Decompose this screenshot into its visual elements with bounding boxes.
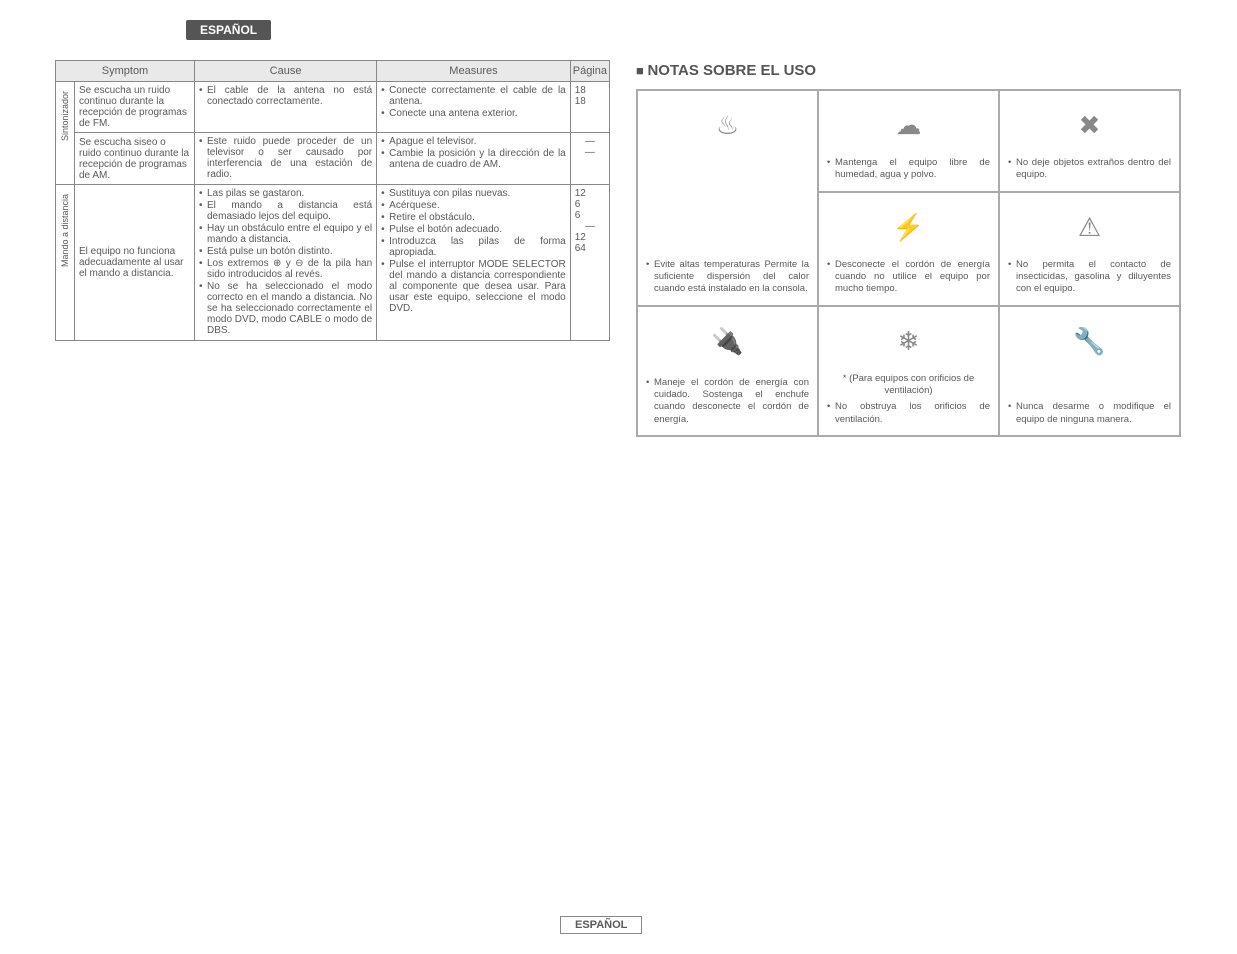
table-header-row: Symptom Cause Measures Página [56,61,610,82]
cause-cell: El cable de la antena no está conectado … [195,82,377,133]
spray-icon: ⚠ [1008,201,1171,255]
note-chemicals: ⚠ No permita el contacto de insecticidas… [999,192,1180,306]
measure-cell: Sustituya con pilas nuevas.Acérquese.Ret… [377,185,571,341]
note-pretext: * (Para equipos con orificios de ventila… [827,373,990,398]
measure-item: Pulse el interruptor MODE SELECTOR del m… [381,259,566,314]
cause-item: Las pilas se gastaron. [199,188,372,199]
col-cause: Cause [195,61,377,82]
measure-item: Conecte correctamente el cable de la ant… [381,85,566,107]
symptom-cell: Se escucha un ruido continuo durante la … [75,82,195,133]
cause-cell: Las pilas se gastaron.El mando a distanc… [195,185,377,341]
measure-cell: Conecte correctamente el cable de la ant… [377,82,571,133]
note-text: No deje objetos extraños dentro del equi… [1008,157,1171,182]
page-ref: 6 [575,210,605,221]
measure-item: Acérquese. [381,200,566,211]
symptom-cell: El equipo no funciona adecuadamente al u… [75,185,195,341]
page-ref: 6 [575,199,605,210]
troubleshooting-table-region: Symptom Cause Measures Página Sintonizad… [55,60,610,341]
cause-item: No se ha seleccionado el modo correcto e… [199,281,372,336]
page-ref: — [575,136,605,147]
cause-item: Está pulse un botón distinto. [199,246,372,257]
measure-cell: Apague el televisor.Cambie la posición y… [377,133,571,185]
measure-item: Pulse el botón adecuado. [381,224,566,235]
page-ref: 64 [575,243,605,254]
page-ref: — [575,147,605,158]
note-text: Mantenga el equipo libre de humedad, agu… [827,157,990,182]
table-row: Se escucha siseo o ruido continuo durant… [56,133,610,185]
measure-item: Introduzca las pilas de forma apropiada. [381,236,566,258]
notes-title: NOTAS SOBRE EL USO [636,62,1181,79]
cause-item: El mando a distancia está demasiado lejo… [199,200,372,222]
note-high-temp: ♨ Evite altas temperaturas Permite la su… [637,90,818,306]
page-ref: 12 [575,232,605,243]
cause-item: Los extremos ⊕ y ⊖ de la pila han sido i… [199,258,372,280]
symptom-cell: Se escucha siseo o ruido continuo durant… [75,133,195,185]
cause-item: Este ruido puede proceder de un televiso… [199,136,372,180]
cause-cell: Este ruido puede proceder de un televiso… [195,133,377,185]
troubleshooting-table: Symptom Cause Measures Página Sintonizad… [55,60,610,341]
cord-icon: 🔌 [646,315,809,369]
plug-icon: ⚡ [827,201,990,255]
col-page: Página [570,61,609,82]
usage-notes-region: NOTAS SOBRE EL USO ♨ Evite altas tempera… [636,62,1181,437]
col-symptom: Symptom [56,61,195,82]
note-humidity: ☁ Mantenga el equipo libre de humedad, a… [818,90,999,192]
note-text: Maneje el cordón de energía con cuidado.… [646,377,809,426]
page-cell: —— [570,133,609,185]
note-text: Desconecte el cordón de energía cuando n… [827,259,990,296]
note-text: Evite altas temperaturas Permite la sufi… [646,259,809,296]
cause-item: El cable de la antena no está conectado … [199,85,372,107]
cause-item: Hay un obstáculo entre el equipo y el ma… [199,223,372,245]
note-text: Nunca desarme o modifique el equipo de n… [1008,401,1171,426]
page-cell: 1266—1264 [570,185,609,341]
measure-item: Retire el obstáculo. [381,212,566,223]
cross-icon: ✖ [1008,99,1171,153]
language-badge-top: ESPAÑOL [186,20,271,40]
page-cell: 1818 [570,82,609,133]
note-text: No obstruya los orificios de ventilación… [827,401,990,426]
language-badge-bottom: ESPAÑOL [560,916,642,934]
table-row: Mando a distanciaEl equipo no funciona a… [56,185,610,341]
tool-icon: 🔧 [1008,315,1171,369]
group-label: Sintonizador [56,82,75,185]
table-row: SintonizadorSe escucha un ruido continuo… [56,82,610,133]
page-ref: — [575,221,605,232]
note-ventilation: ❄ * (Para equipos con orificios de venti… [818,306,999,436]
page-ref: 18 [575,85,605,96]
measure-item: Conecte una antena exterior. [381,108,566,119]
measure-item: Sustituya con pilas nuevas. [381,188,566,199]
heat-icon: ♨ [646,99,809,153]
note-handle-cord: 🔌 Maneje el cordón de energía con cuidad… [637,306,818,436]
measure-item: Cambie la posición y la dirección de la … [381,148,566,170]
note-foreign-objects: ✖ No deje objetos extraños dentro del eq… [999,90,1180,192]
page-ref: 12 [575,188,605,199]
col-measures: Measures [377,61,571,82]
note-disassemble: 🔧 Nunca desarme o modifique el equipo de… [999,306,1180,436]
group-label: Mando a distancia [56,185,75,341]
note-disconnect: ⚡ Desconecte el cordón de energía cuando… [818,192,999,306]
cloud-icon: ☁ [827,99,990,153]
notes-grid: ♨ Evite altas temperaturas Permite la su… [636,89,1181,437]
note-text: No permita el contacto de insecticidas, … [1008,259,1171,296]
measure-item: Apague el televisor. [381,136,566,147]
vent-icon: ❄ [827,315,990,369]
page-ref: 18 [575,96,605,107]
